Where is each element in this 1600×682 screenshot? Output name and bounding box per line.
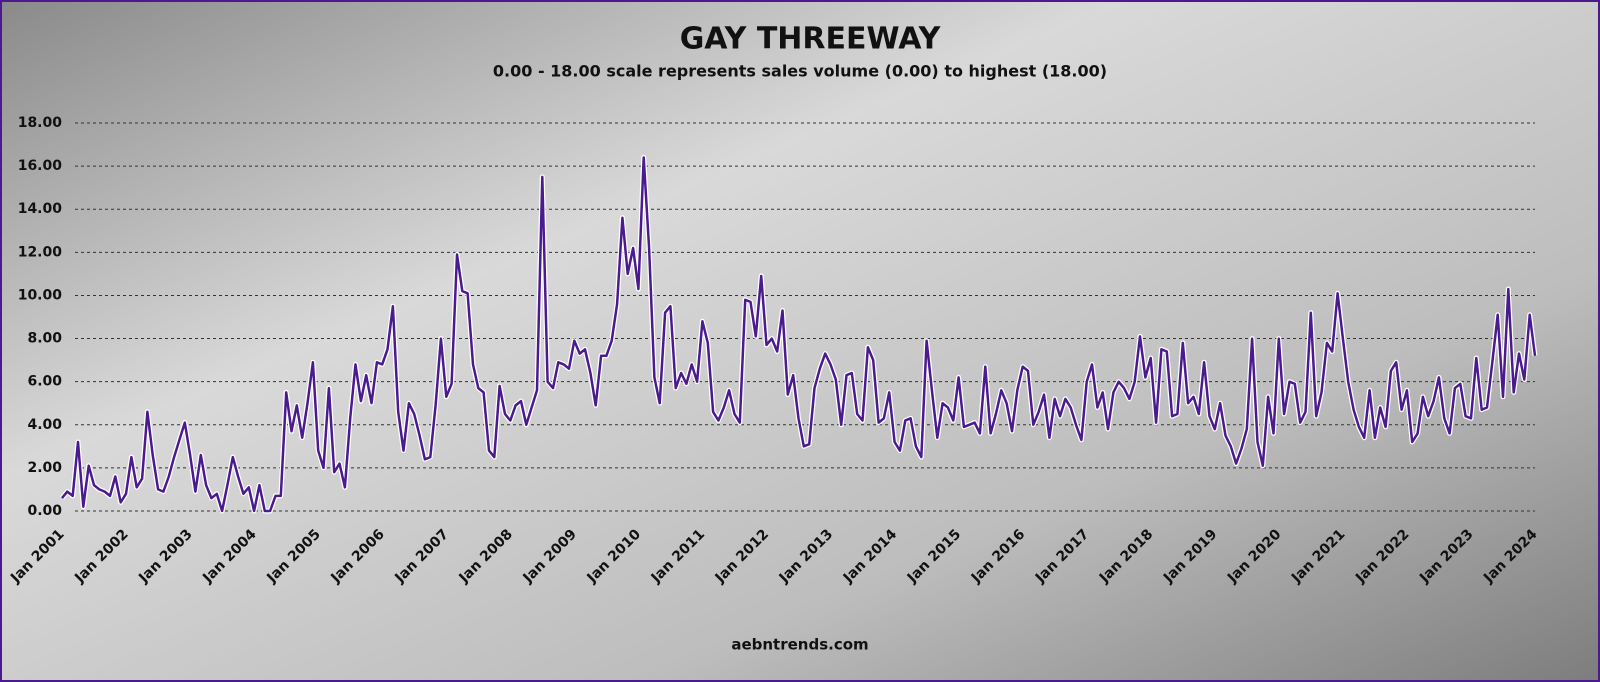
- y-tick-label: 8.00: [27, 331, 62, 347]
- source: aebntrends.com: [731, 636, 868, 654]
- y-tick-label: 18.00: [18, 115, 63, 131]
- y-tick-label: 12.00: [18, 244, 63, 260]
- chart-subtitle: 0.00 - 18.00 scale represents sales volu…: [493, 62, 1107, 81]
- y-tick-label: 16.00: [18, 158, 63, 174]
- y-tick-label: 6.00: [27, 374, 62, 390]
- y-tick-label: 4.00: [27, 417, 62, 433]
- line: [61, 156, 1537, 513]
- y-tick-label: 0.00: [27, 503, 62, 519]
- y-tick-label: 2.00: [27, 460, 62, 476]
- y-tick-label: 10.00: [18, 287, 63, 303]
- y-tick-label: 14.00: [18, 201, 63, 217]
- chart-title: GAY THREEWAY: [680, 22, 942, 57]
